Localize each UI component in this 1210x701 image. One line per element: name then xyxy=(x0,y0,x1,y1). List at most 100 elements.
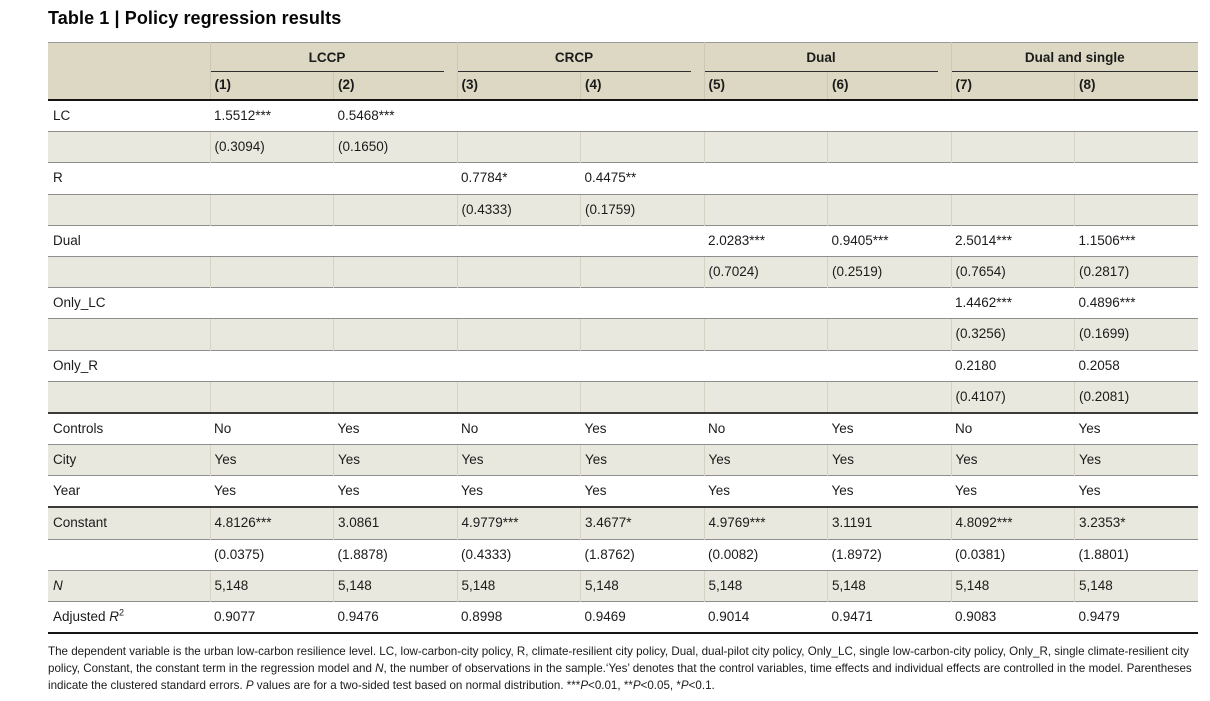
table-cell: 0.7784* xyxy=(457,162,581,195)
table-cell xyxy=(580,287,704,319)
table-cell xyxy=(950,131,1075,163)
row-label xyxy=(48,318,210,350)
table-cell: Yes xyxy=(1074,444,1198,476)
table-cell: Yes xyxy=(704,475,828,508)
row-label: Only_R xyxy=(48,349,210,382)
row-label: Constant xyxy=(48,506,210,540)
table-row: Only_R 0.2180 0.2058 xyxy=(48,349,1198,382)
table-cell: 2.5014*** xyxy=(951,224,1075,257)
table-cell xyxy=(209,255,334,288)
table-cell xyxy=(210,349,334,382)
table-cell xyxy=(457,287,581,319)
table-cell xyxy=(703,193,828,226)
table-cell xyxy=(580,318,704,350)
table-cell xyxy=(333,193,457,226)
table-cell xyxy=(580,255,704,288)
column-group-header: Dual and single xyxy=(950,42,1198,72)
row-label xyxy=(48,380,210,413)
row-label xyxy=(48,131,210,163)
table-cell xyxy=(210,224,334,257)
table-cell: 0.8998 xyxy=(457,601,581,634)
table-cell xyxy=(827,193,951,226)
table-row: LC 1.5512*** 0.5468*** xyxy=(48,100,1198,132)
table-cell: (0.7654) xyxy=(950,255,1075,288)
table-body: LC 1.5512*** 0.5468*** (0.3094) (0.1650) R 0.7… xyxy=(48,100,1198,634)
table-cell: 4.9769*** xyxy=(703,506,828,540)
group-header-row: LCCP CRCP Dual Dual and single xyxy=(48,42,1198,72)
table-cell: 0.9405*** xyxy=(827,224,951,257)
table-cell: (0.0381) xyxy=(951,538,1075,571)
table-cell xyxy=(209,318,334,350)
table-cell: Yes xyxy=(456,444,581,476)
table-cell xyxy=(704,100,828,132)
table-cell: (0.4333) xyxy=(456,193,581,226)
row-label: Year xyxy=(48,475,210,508)
table-row: (0.4333) (0.1759) xyxy=(48,193,1198,226)
table-cell: (1.8972) xyxy=(827,538,951,571)
row-label: Only_LC xyxy=(48,287,210,319)
table-cell xyxy=(456,318,581,350)
table-cell: (1.8878) xyxy=(333,538,457,571)
column-number-header: (3) xyxy=(456,72,581,101)
table-row: Year Yes Yes Yes Yes Yes Yes Yes Yes xyxy=(48,475,1198,508)
table-footnote: The dependent variable is the urban low-… xyxy=(48,645,1192,693)
table-cell xyxy=(457,349,581,382)
table-cell: 5,148 xyxy=(580,569,704,602)
table-cell xyxy=(950,193,1075,226)
regression-table: LCCP CRCP Dual Dual and single (1) (2) (3) (4)(… xyxy=(48,42,1198,635)
table-cell: Yes xyxy=(827,444,951,476)
table-cell xyxy=(951,162,1075,195)
table-cell xyxy=(580,131,704,163)
corner-cell xyxy=(48,72,210,101)
table-cell xyxy=(457,100,581,132)
table-cell xyxy=(209,193,334,226)
table-cell xyxy=(209,380,334,413)
table-title: Table 1 | Policy regression results xyxy=(48,8,342,28)
table-cell: (0.2817) xyxy=(1074,255,1198,288)
table-cell: Yes xyxy=(951,475,1075,508)
table-cell xyxy=(580,224,704,257)
table-cell xyxy=(580,349,704,382)
table-cell: (0.0375) xyxy=(210,538,334,571)
column-group-label: CRCP xyxy=(457,50,691,72)
table-cell xyxy=(333,349,457,382)
table-cell: Yes xyxy=(827,411,951,445)
table-cell xyxy=(703,131,828,163)
table-cell: 1.5512*** xyxy=(214,108,272,123)
row-label: LC xyxy=(53,108,71,123)
table-cell: (0.3256) xyxy=(950,318,1075,350)
table-cell: 0.9471 xyxy=(827,601,951,634)
table-cell xyxy=(1074,131,1198,163)
table-cell xyxy=(1074,162,1198,195)
table-cell xyxy=(827,349,951,382)
column-number-header: (6) xyxy=(827,72,951,101)
table-cell: (0.1699) xyxy=(1074,318,1198,350)
table-cell xyxy=(827,287,951,319)
table-cell xyxy=(703,380,828,413)
table-cell xyxy=(703,318,828,350)
column-number-header: (8) xyxy=(1074,72,1198,101)
table-cell: Yes xyxy=(210,475,334,508)
table-cell: (0.4107) xyxy=(950,380,1075,413)
row-label xyxy=(48,255,210,288)
table-cell xyxy=(581,100,705,132)
table-cell: Yes xyxy=(457,475,581,508)
table-cell: (0.7024) xyxy=(703,255,828,288)
table-cell: 0.9469 xyxy=(580,601,704,634)
table-cell: Yes xyxy=(703,444,828,476)
table-cell: 0.5468*** xyxy=(337,108,395,123)
table-cell: 5,148 xyxy=(1074,569,1198,602)
column-group-label: Dual and single xyxy=(951,50,1198,72)
table-cell xyxy=(828,100,952,132)
row-label: City xyxy=(48,444,210,476)
table-cell: 0.9083 xyxy=(951,601,1075,634)
page: Table 1 | Policy regression results LCCP… xyxy=(48,8,1198,694)
table-cell: 0.4896*** xyxy=(1074,287,1198,319)
table-row: N 5,148 5,148 5,148 5,148 5,148 5,148 5,148 5,14… xyxy=(48,569,1198,602)
table-cell: Yes xyxy=(1074,475,1198,508)
row-label: N xyxy=(48,569,210,602)
table-cell xyxy=(333,318,457,350)
column-number-header: (1) xyxy=(209,72,334,101)
table-cell: 3.0861 xyxy=(333,506,457,540)
table-cell: 3.2353* xyxy=(1074,506,1198,540)
